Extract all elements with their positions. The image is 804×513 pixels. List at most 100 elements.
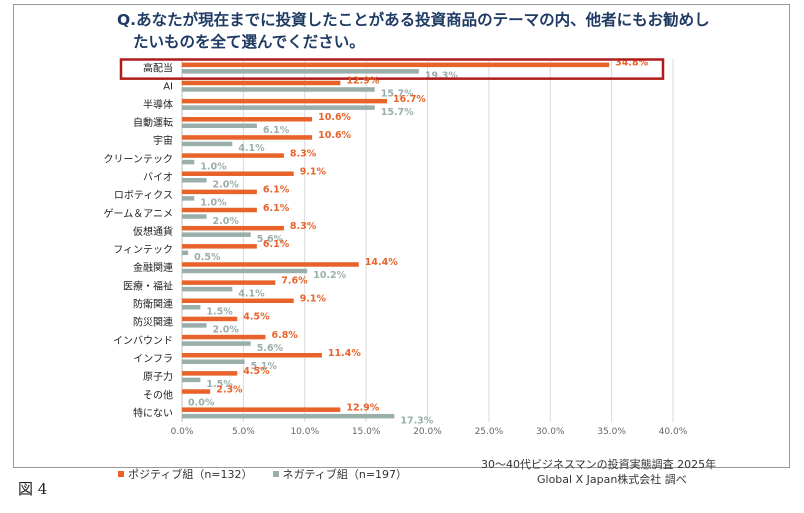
bar-negative bbox=[182, 177, 207, 183]
bar-positive bbox=[182, 262, 359, 267]
bar-negative bbox=[182, 141, 233, 147]
category-label: 高配当 bbox=[143, 62, 173, 75]
bar-positive bbox=[182, 135, 313, 140]
bar-positive bbox=[182, 244, 257, 249]
bar-negative bbox=[182, 286, 233, 292]
bar-positive bbox=[182, 352, 322, 358]
source-line-1: 30～40代ビジネスマンの投資実態調査 2025年 bbox=[481, 458, 717, 471]
legend-swatch-negative bbox=[272, 471, 279, 477]
category-label: 原子力 bbox=[143, 370, 173, 383]
category-label: 宇宙 bbox=[153, 134, 173, 147]
category-label: インフラ bbox=[133, 353, 173, 365]
category-label: ロボティクス bbox=[114, 190, 173, 202]
bar-positive bbox=[182, 407, 341, 412]
bar-negative bbox=[182, 87, 375, 92]
data-label-negative: 5.1% bbox=[251, 361, 278, 372]
data-label-positive: 14.4% bbox=[365, 257, 398, 268]
bar-positive bbox=[182, 280, 276, 285]
figure-label: 図 4 bbox=[18, 480, 48, 498]
category-label: 自動運転 bbox=[133, 116, 173, 129]
data-label-positive: 10.6% bbox=[318, 112, 351, 123]
data-label-negative: 0.5% bbox=[194, 252, 221, 263]
bar-negative bbox=[182, 214, 207, 219]
data-label-negative: 2.0% bbox=[213, 325, 240, 336]
category-label: 特にない bbox=[133, 407, 173, 419]
bar-positive bbox=[182, 117, 313, 122]
category-label: インバウンド bbox=[113, 335, 173, 347]
bar-negative bbox=[182, 123, 257, 129]
bar-positive bbox=[182, 171, 294, 176]
x-tick-label: 15.0% bbox=[352, 427, 381, 437]
bar-negative bbox=[182, 377, 201, 383]
data-label-positive: 10.6% bbox=[318, 130, 351, 141]
data-label-positive: 6.1% bbox=[263, 239, 290, 250]
category-label: ゲーム＆アニメ bbox=[104, 208, 174, 220]
source-note: 30～40代ビジネスマンの投資実態調査 2025年 Global X Japan… bbox=[481, 457, 716, 487]
data-label-negative: 2.0% bbox=[213, 216, 240, 227]
chart-frame bbox=[13, 4, 790, 468]
category-label: 防災関連 bbox=[133, 316, 173, 329]
bar-negative bbox=[182, 69, 419, 74]
bar-negative bbox=[182, 359, 245, 364]
data-label-positive: 7.6% bbox=[281, 275, 308, 286]
data-label-negative: 4.1% bbox=[238, 143, 265, 154]
x-tick-label: 35.0% bbox=[597, 427, 626, 437]
data-label-negative: 5.6% bbox=[257, 234, 284, 245]
x-tick-label: 20.0% bbox=[413, 427, 442, 437]
legend-label-negative: ネガティブ組（n=197） bbox=[282, 468, 408, 481]
bar-negative bbox=[182, 341, 251, 346]
title-line-1: Q.あなたが現在までに投資したことがある投資商品のテーマの内、他者にもお勧めし bbox=[117, 11, 710, 29]
category-label: 半導体 bbox=[143, 98, 173, 111]
data-label-negative: 15.7% bbox=[381, 107, 414, 118]
category-label: 仮想通貨 bbox=[133, 225, 173, 238]
category-label: その他 bbox=[143, 388, 173, 401]
data-label-positive: 12.9% bbox=[346, 402, 379, 413]
bar-positive bbox=[182, 225, 284, 231]
category-label: クリーンテック bbox=[104, 153, 174, 165]
data-label-positive: 9.1% bbox=[300, 166, 327, 177]
highlight-box bbox=[119, 58, 665, 80]
bar-negative bbox=[182, 323, 207, 328]
x-tick-label: 25.0% bbox=[475, 427, 504, 437]
bar-positive bbox=[182, 207, 257, 213]
bar-negative bbox=[182, 268, 308, 274]
data-label-negative: 0.0% bbox=[188, 397, 215, 408]
bar-negative bbox=[182, 105, 375, 110]
data-label-negative: 6.1% bbox=[263, 125, 290, 136]
bar-positive bbox=[182, 334, 266, 340]
legend-swatch-positive bbox=[118, 471, 124, 477]
data-label-positive: 8.3% bbox=[290, 148, 317, 159]
data-label-negative: 15.7% bbox=[381, 89, 414, 100]
bar-negative bbox=[182, 196, 195, 201]
bar-negative bbox=[182, 250, 189, 256]
x-tick-label: 30.0% bbox=[536, 427, 565, 437]
bar-positive bbox=[182, 153, 284, 158]
legend-label-positive: ポジティブ組（n=132） bbox=[128, 468, 253, 481]
data-label-positive: 34.8% bbox=[615, 58, 648, 69]
bar-negative bbox=[182, 413, 395, 419]
x-tick-label: 5.0% bbox=[232, 427, 255, 437]
data-label-positive: 16.7% bbox=[393, 94, 426, 105]
bar-positive bbox=[182, 98, 387, 104]
data-label-negative: 2.0% bbox=[213, 179, 240, 190]
chart-title: Q.あなたが現在までに投資したことがある投資商品のテーマの内、他者にもお勧めし … bbox=[117, 9, 737, 53]
title-line-2: たいものを全て選んでください。 bbox=[133, 33, 365, 51]
category-label: 医療・福祉 bbox=[123, 279, 173, 292]
bar-positive bbox=[182, 62, 610, 68]
data-label-positive: 9.1% bbox=[300, 294, 327, 305]
category-label: フィンテック bbox=[113, 244, 173, 256]
bar-positive bbox=[182, 316, 238, 322]
data-label-positive: 2.3% bbox=[216, 384, 243, 395]
data-label-positive: 6.1% bbox=[263, 185, 290, 196]
data-label-negative: 19.3% bbox=[425, 71, 458, 82]
data-label-negative: 1.0% bbox=[200, 161, 227, 172]
data-label-negative: 1.5% bbox=[206, 379, 233, 390]
bar-positive bbox=[182, 371, 238, 376]
data-label-positive: 11.4% bbox=[328, 348, 361, 359]
category-label: バイオ bbox=[143, 171, 173, 183]
data-label-positive: 6.8% bbox=[271, 330, 298, 341]
legend-item-positive: ポジティブ組（n=132） bbox=[118, 466, 253, 482]
bar-positive bbox=[182, 80, 341, 86]
x-tick-label: 40.0% bbox=[659, 427, 688, 437]
